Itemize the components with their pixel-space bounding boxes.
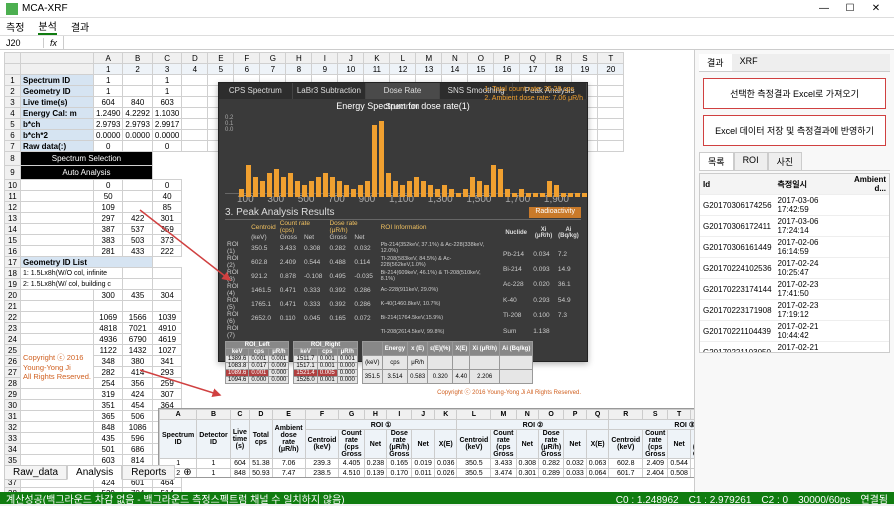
fx-label: fx	[50, 38, 57, 48]
measurement-row[interactable]: G201702211044392017-02-21 10:44:42	[700, 321, 889, 342]
side-tab-results[interactable]: 결과	[699, 54, 732, 71]
formula-bar: J20 fx	[0, 36, 894, 50]
tab-results[interactable]: 결과	[71, 19, 89, 34]
peak-results: 3. Peak Analysis Results Radioactivity C…	[225, 207, 581, 339]
mini-tables: ROI_LeftkeVcpsμR/h1389.60.0010.0011083.8…	[225, 341, 581, 384]
spectrum-selection-button[interactable]: Spectrum Selection	[21, 152, 153, 166]
measurement-row[interactable]: G201702231719082017-02-23 17:19:12	[700, 300, 889, 321]
sheet-add-button[interactable]: ⊕	[175, 466, 199, 479]
chart-yaxis: 0.20.10.0	[225, 115, 237, 197]
side-tab-xrf[interactable]: XRF	[732, 54, 766, 71]
status-right: C0 : 1.248962C1 : 2.979261C2 : 030000/60…	[606, 491, 888, 506]
maximize-button[interactable]: ☐	[838, 3, 862, 14]
chart-panel: CPS SpectrumLaBr3 SubtractionDose Rate S…	[218, 82, 588, 362]
chart-copyright: Copyright ⓒ 2016 Young-Yong Ji All Right…	[219, 386, 587, 397]
tab-analysis[interactable]: 분석	[38, 18, 56, 35]
measurement-row[interactable]: G201702211030502017-02-21 10:30:53	[700, 342, 889, 354]
measurement-row[interactable]: G201702241025362017-02-24 10:25:47	[700, 258, 889, 279]
chart-tab[interactable]: CPS Spectrum	[219, 83, 293, 99]
side-panel: 결과 XRF 선택한 측정결과 Excel로 가져오기 Excel 데이터 저장…	[694, 50, 894, 492]
auto-analysis-button[interactable]: Auto Analysis	[21, 166, 153, 180]
tab-measure[interactable]: 측정	[6, 19, 24, 34]
cell-reference[interactable]: J20	[4, 38, 44, 48]
minimize-button[interactable]: —	[812, 3, 836, 14]
save-excel-button[interactable]: Excel 데이터 저장 및 측정결과에 반영하기	[703, 115, 886, 146]
sheet-tab-analysis[interactable]: Analysis	[67, 465, 122, 480]
chart-legend: 1. Total count rate: 35.28 cps2. Ambient…	[484, 85, 583, 103]
status-bar: 계산성공(백그라운드 차감 없음 - 백그라운드 측정스펙트럼 채널 수 일치하…	[0, 492, 894, 504]
bottom-summary-table[interactable]: ABCDEFGHIJKLMNOPQRSTUVWXYSpectrumIDDetec…	[158, 408, 694, 478]
list-tab-list[interactable]: 목록	[699, 152, 734, 170]
import-excel-button[interactable]: 선택한 측정결과 Excel로 가져오기	[703, 78, 886, 109]
app-icon	[6, 3, 18, 15]
sheet-tab-reports[interactable]: Reports	[122, 465, 175, 480]
window-title: MCA-XRF	[22, 3, 812, 14]
measurement-row[interactable]: G201703061742562017-03-06 17:42:59	[700, 195, 889, 216]
radioactivity-button[interactable]: Radioactivity	[529, 207, 581, 218]
list-tab-roi[interactable]: ROI	[734, 152, 768, 170]
measurement-row[interactable]: G201703061614492017-02-06 16:14:59	[700, 237, 889, 258]
chart-tab[interactable]: Dose Rate Spectrum	[366, 83, 440, 99]
ribbon: 측정 분석 결과	[0, 18, 894, 36]
chart-tab[interactable]: LaBr3 Subtraction	[293, 83, 367, 99]
chart-area: 0.20.10.0 1003005007009001,1001,3001,500…	[225, 115, 581, 205]
spreadsheet-pane: ABCDEFGHIJKLMNOPQRST12345678910111213141…	[0, 50, 694, 492]
peak-results-title: 3. Peak Analysis Results	[225, 207, 335, 218]
sheet-tabs: Raw_data Analysis Reports ⊕	[4, 465, 200, 480]
list-tab-photo[interactable]: 사진	[768, 152, 803, 170]
measurement-row[interactable]: G201702231741442017-02-23 17:41:50	[700, 279, 889, 300]
status-message: 계산성공(백그라운드 차감 없음 - 백그라운드 측정스펙트럼 채널 수 일치하…	[6, 491, 606, 506]
titlebar: MCA-XRF — ☐ ✕	[0, 0, 894, 18]
measurement-row[interactable]: G201703061724112017-03-06 17:24:14	[700, 216, 889, 237]
measurement-list[interactable]: Id측정일시Ambient d...G201703061742562017-03…	[699, 173, 890, 353]
formula-input[interactable]	[63, 36, 890, 49]
sheet-tab-rawdata[interactable]: Raw_data	[4, 465, 67, 480]
close-button[interactable]: ✕	[864, 3, 888, 14]
